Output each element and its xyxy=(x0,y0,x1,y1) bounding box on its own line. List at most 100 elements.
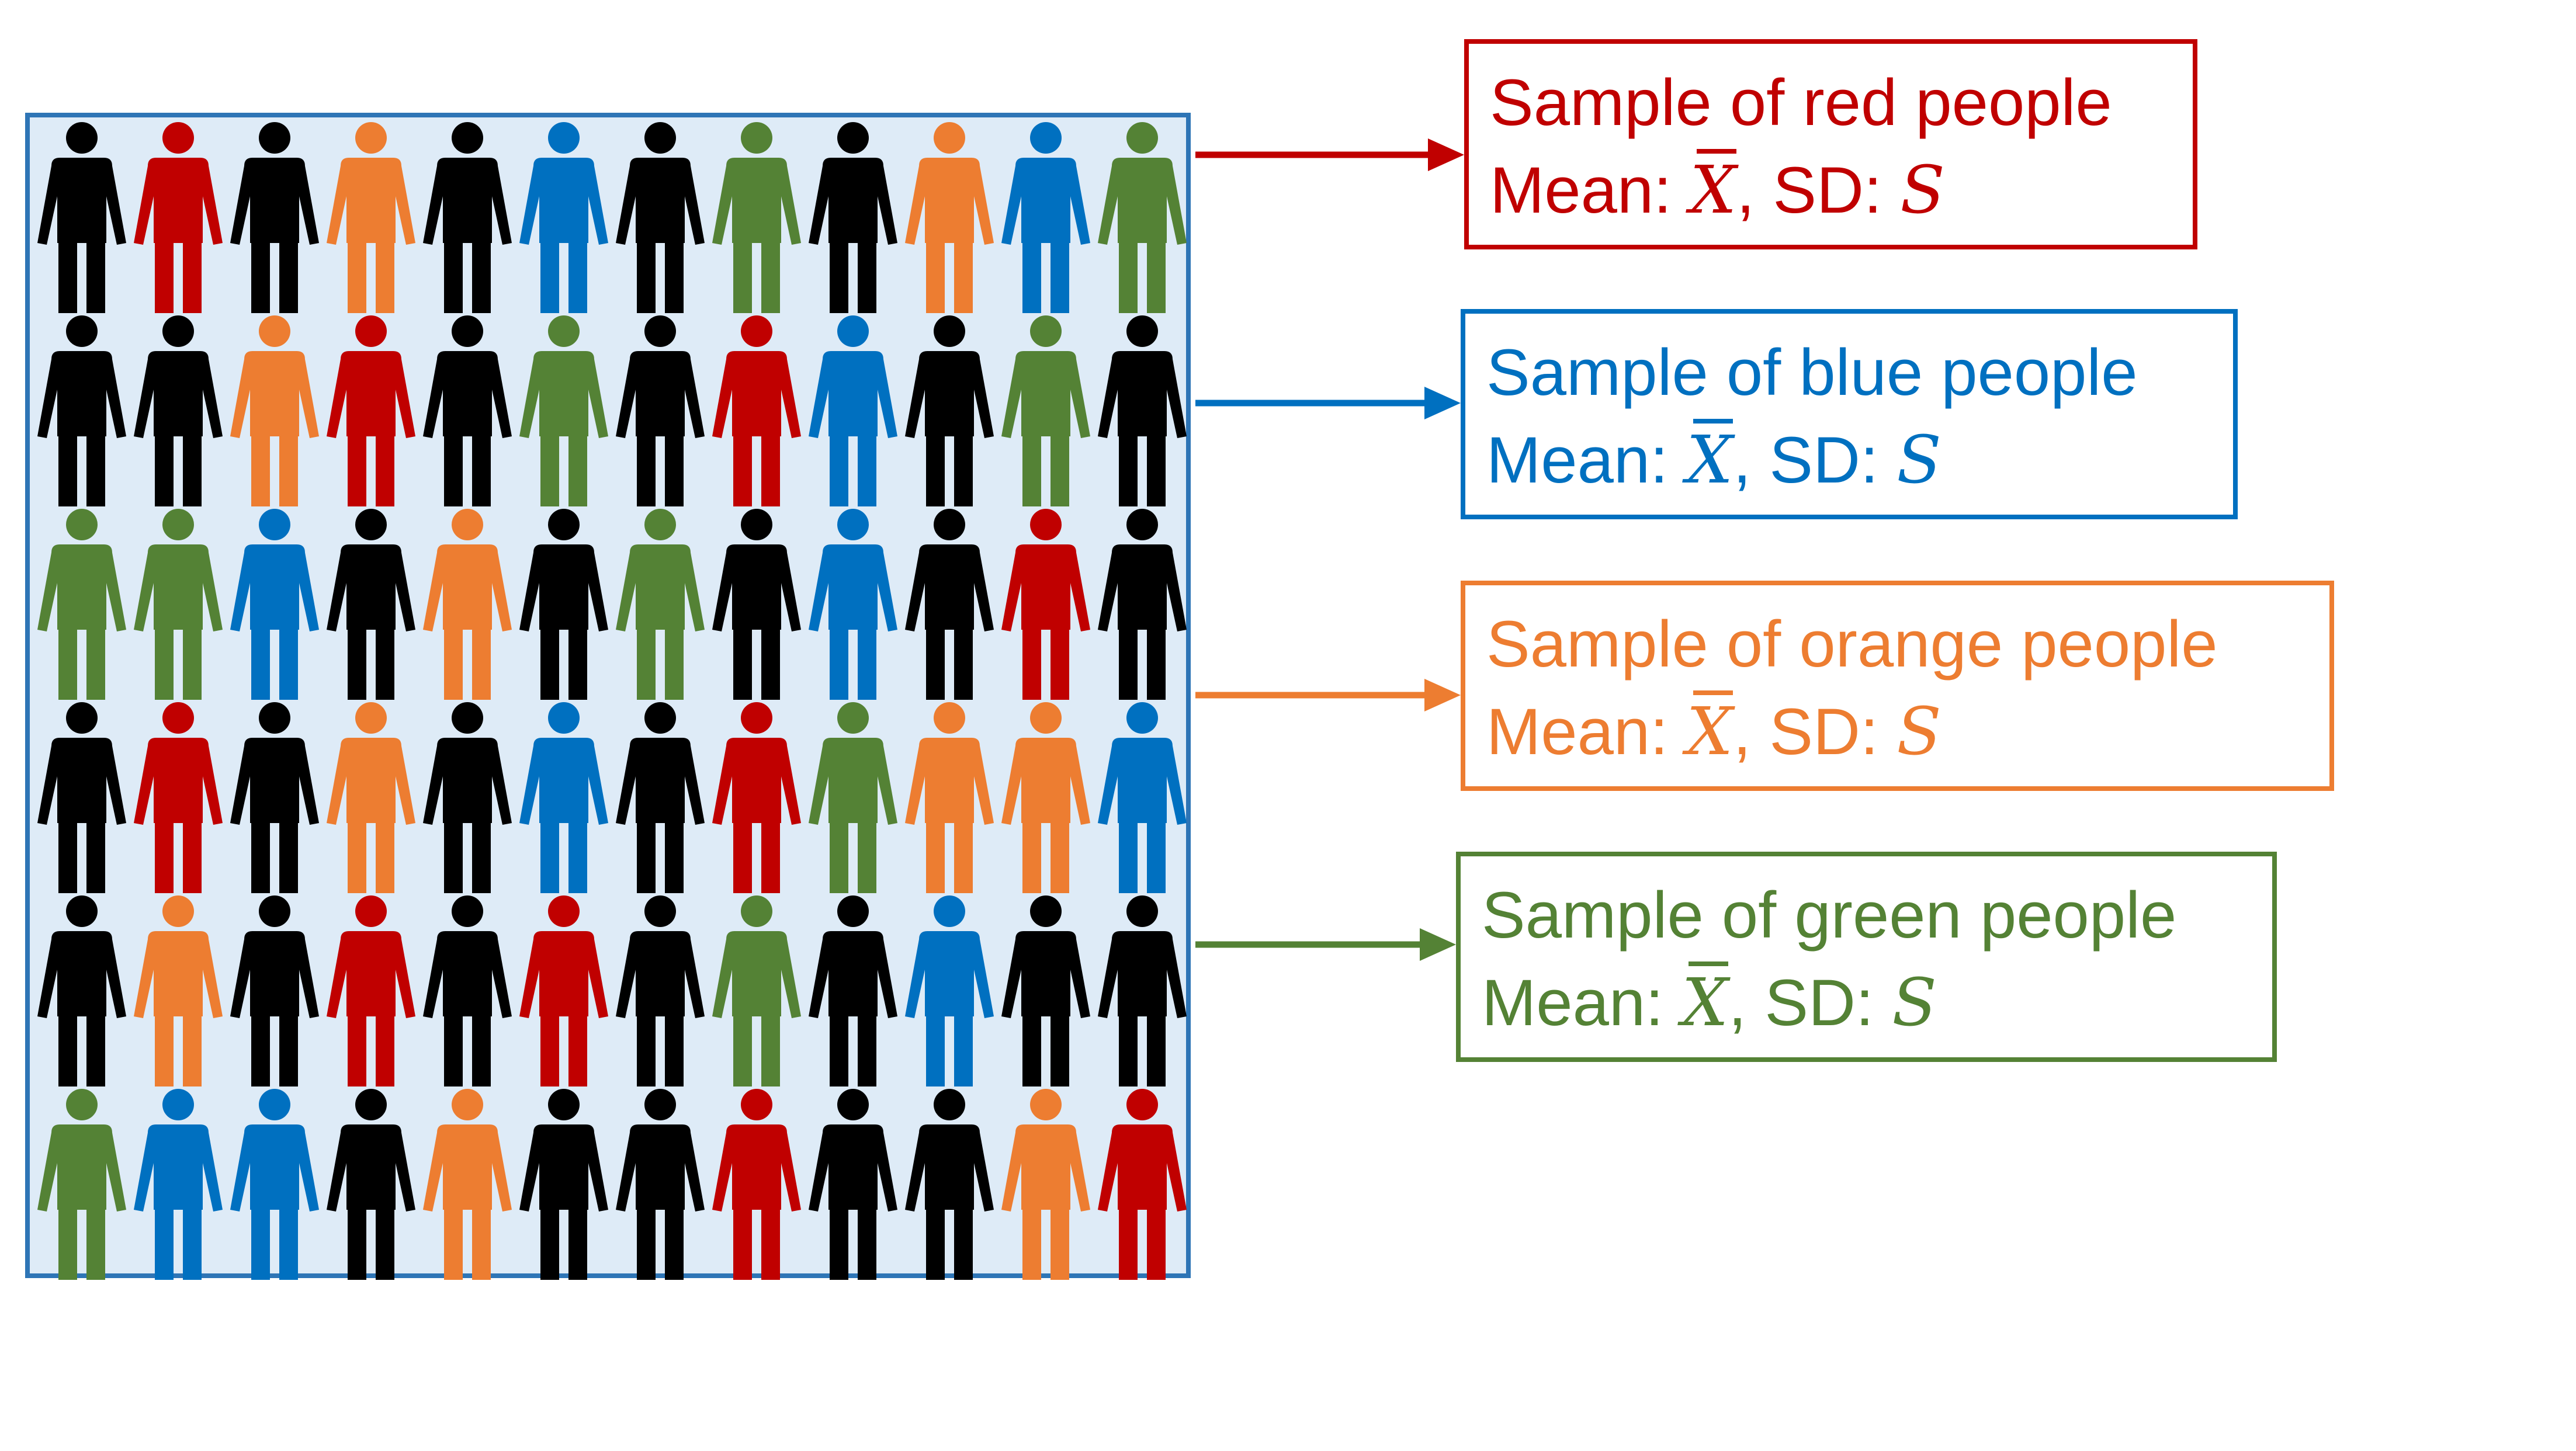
person-icon xyxy=(423,1089,512,1280)
person-icon xyxy=(1001,702,1090,893)
sd-label-orange: , SD: xyxy=(1733,695,1897,768)
sd-symbol-red: S xyxy=(1900,152,1945,228)
person-icon xyxy=(1098,315,1187,506)
person-icon xyxy=(809,702,897,893)
sd-symbol-green: S xyxy=(1892,965,1937,1041)
person-icon xyxy=(423,895,512,1086)
person-icon xyxy=(616,315,705,506)
sample-stats-orange: Mean: X, SD: S xyxy=(1486,688,2329,776)
sample-title-blue: Sample of blue people xyxy=(1486,336,2138,409)
sample-stats-red: Mean: X, SD: S xyxy=(1490,147,2193,234)
person-icon xyxy=(519,122,608,313)
person-icon xyxy=(327,1089,415,1280)
person-icon xyxy=(327,895,415,1086)
sample-title-green: Sample of green people xyxy=(1482,879,2177,952)
person-icon xyxy=(712,122,801,313)
sample-stats-blue: Mean: X, SD: S xyxy=(1486,416,2233,504)
mean-symbol-red: X xyxy=(1690,147,1736,234)
person-icon xyxy=(616,702,705,893)
sample-title-red: Sample of red people xyxy=(1490,66,2112,139)
person-icon xyxy=(230,315,319,506)
person-icon xyxy=(616,1089,705,1280)
person-icon xyxy=(134,315,223,506)
person-icon xyxy=(809,1089,897,1280)
person-icon xyxy=(134,1089,223,1280)
person-icon xyxy=(712,1089,801,1280)
person-icon xyxy=(519,895,608,1086)
sample-box-green: Sample of green people Mean: X, SD: S xyxy=(1456,852,2277,1062)
person-icon xyxy=(519,315,608,506)
mean-symbol-blue: X xyxy=(1686,416,1733,504)
sd-label-red: , SD: xyxy=(1736,154,1901,227)
person-icon xyxy=(905,895,994,1086)
sd-symbol-orange: S xyxy=(1897,694,1941,770)
person-icon xyxy=(905,315,994,506)
person-icon xyxy=(37,122,126,313)
mean-symbol-orange: X xyxy=(1686,688,1733,776)
person-icon xyxy=(37,702,126,893)
person-icon xyxy=(134,509,223,700)
person-icon xyxy=(712,702,801,893)
sample-box-red: Sample of red people Mean: X, SD: S xyxy=(1464,39,2197,249)
person-icon xyxy=(230,1089,319,1280)
person-icon xyxy=(37,895,126,1086)
person-icon xyxy=(809,315,897,506)
person-icon xyxy=(327,702,415,893)
person-icon xyxy=(134,895,223,1086)
person-icon xyxy=(1098,509,1187,700)
person-icon xyxy=(230,895,319,1086)
person-icon xyxy=(230,702,319,893)
person-icon xyxy=(230,509,319,700)
sample-box-blue: Sample of blue people Mean: X, SD: S xyxy=(1461,309,2238,519)
person-icon xyxy=(809,895,897,1086)
person-icon xyxy=(423,122,512,313)
sample-title-orange: Sample of orange people xyxy=(1486,608,2218,681)
sd-label-green: , SD: xyxy=(1728,966,1892,1039)
person-icon xyxy=(809,509,897,700)
population-box xyxy=(25,113,1191,1278)
person-icon xyxy=(423,702,512,893)
person-icon xyxy=(519,702,608,893)
mean-label-orange: Mean: xyxy=(1486,695,1687,768)
sd-label-blue: , SD: xyxy=(1733,424,1897,497)
person-icon xyxy=(37,315,126,506)
mean-label-blue: Mean: xyxy=(1486,424,1687,497)
person-icon xyxy=(37,1089,126,1280)
person-icon xyxy=(616,122,705,313)
person-icon xyxy=(230,122,319,313)
person-icon xyxy=(712,895,801,1086)
person-icon xyxy=(905,1089,994,1280)
person-icon xyxy=(423,315,512,506)
person-icon xyxy=(905,122,994,313)
person-icon xyxy=(712,509,801,700)
person-icon xyxy=(1001,315,1090,506)
mean-label-green: Mean: xyxy=(1482,966,1682,1039)
person-icon xyxy=(134,122,223,313)
person-icon xyxy=(519,509,608,700)
person-icon xyxy=(37,509,126,700)
mean-label-red: Mean: xyxy=(1490,154,1690,227)
person-icon xyxy=(616,509,705,700)
person-icon xyxy=(1001,122,1090,313)
person-icon xyxy=(327,315,415,506)
person-icon xyxy=(616,895,705,1086)
person-icon xyxy=(1001,895,1090,1086)
mean-symbol-green: X xyxy=(1681,959,1728,1047)
person-icon xyxy=(1098,1089,1187,1280)
person-icon xyxy=(423,509,512,700)
person-icon xyxy=(1098,895,1187,1086)
person-icon xyxy=(519,1089,608,1280)
person-icon xyxy=(327,122,415,313)
person-icon xyxy=(905,509,994,700)
sample-stats-green: Mean: X, SD: S xyxy=(1482,959,2272,1047)
person-icon xyxy=(134,702,223,893)
sample-box-orange: Sample of orange people Mean: X, SD: S xyxy=(1461,581,2334,791)
person-icon xyxy=(1001,509,1090,700)
person-icon xyxy=(712,315,801,506)
sd-symbol-blue: S xyxy=(1897,422,1941,498)
person-icon xyxy=(1098,702,1187,893)
person-icon xyxy=(1001,1089,1090,1280)
person-icon xyxy=(327,509,415,700)
person-icon xyxy=(809,122,897,313)
